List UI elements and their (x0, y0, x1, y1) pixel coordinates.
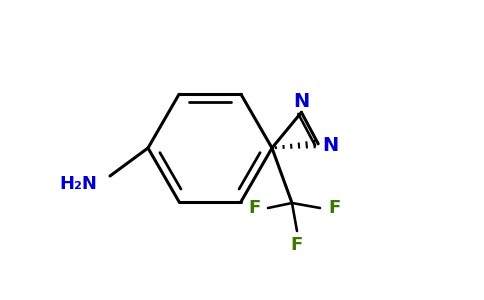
Text: H₂N: H₂N (59, 175, 97, 193)
Text: F: F (328, 199, 340, 217)
Text: N: N (322, 136, 338, 155)
Text: F: F (291, 236, 303, 254)
Text: N: N (293, 92, 310, 111)
Text: F: F (248, 199, 260, 217)
